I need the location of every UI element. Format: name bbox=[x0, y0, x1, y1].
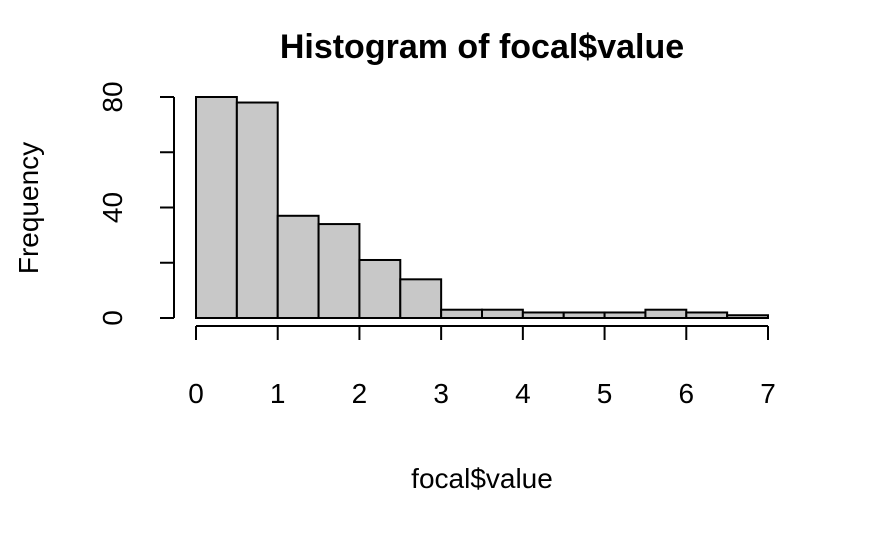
x-tick-label: 1 bbox=[270, 378, 286, 409]
histogram-bar-6 bbox=[440, 308, 483, 319]
histogram-bar-4 bbox=[358, 258, 402, 319]
x-tick-label: 4 bbox=[515, 378, 531, 409]
y-axis-label: Frequency bbox=[13, 142, 44, 274]
histogram-bar-10 bbox=[603, 311, 647, 320]
histogram-bar-5 bbox=[399, 278, 443, 320]
y-tick-label: 40 bbox=[97, 192, 128, 223]
x-tick-label: 3 bbox=[433, 378, 449, 409]
x-tick-label: 7 bbox=[760, 378, 776, 409]
x-axis: 0 1 2 3 4 5 6 7 bbox=[188, 325, 776, 409]
histogram-bar-11 bbox=[644, 308, 688, 319]
histogram-bar-8 bbox=[521, 311, 565, 320]
y-tick-label: 80 bbox=[97, 81, 128, 112]
x-axis-label: focal$value bbox=[411, 463, 553, 494]
histogram-bar-3 bbox=[317, 223, 361, 319]
x-tick-label: 6 bbox=[678, 378, 694, 409]
chart-title: Histogram of focal$value bbox=[280, 28, 684, 66]
x-tick-label: 0 bbox=[188, 378, 204, 409]
y-axis: 0 40 80 bbox=[97, 81, 175, 326]
y-tick-label: 0 bbox=[97, 310, 128, 326]
histogram-bar-13 bbox=[726, 314, 770, 319]
histogram-bar-12 bbox=[685, 311, 729, 320]
histogram-bar-2 bbox=[276, 214, 320, 320]
x-tick-label: 5 bbox=[597, 378, 613, 409]
histogram-bar-7 bbox=[481, 308, 524, 319]
histogram-bar-1 bbox=[235, 101, 279, 320]
histogram-bar-0 bbox=[195, 96, 238, 319]
x-tick-label: 2 bbox=[352, 378, 368, 409]
histogram-bar-9 bbox=[562, 311, 606, 320]
bars-group bbox=[195, 96, 770, 320]
